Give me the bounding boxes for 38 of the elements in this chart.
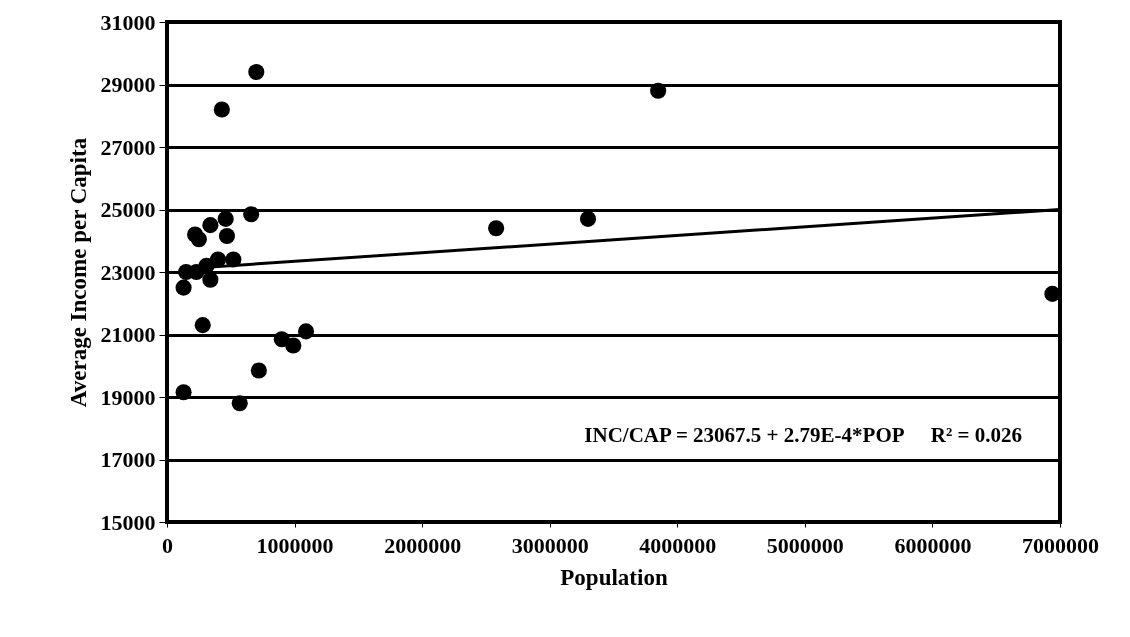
y-tick-label: 21000: [100, 322, 156, 347]
x-axis-title: Population: [560, 564, 668, 590]
x-tick-label: 6000000: [894, 532, 972, 558]
y-tick-label: 31000: [100, 9, 156, 35]
annotation: INC/CAP = 23067.5 + 2.79E-4*POP R² = 0.026: [584, 423, 1022, 447]
x-tick-label: 5000000: [766, 532, 844, 558]
x-tick-label: 7000000: [1022, 532, 1099, 558]
x-tick-label: 4000000: [639, 532, 717, 558]
x-tick-label: 2000000: [384, 532, 462, 558]
y-tick-label: 17000: [100, 447, 156, 472]
point: [194, 317, 211, 334]
point: [218, 228, 236, 245]
y-tick-label: 15000: [100, 509, 156, 535]
point: [175, 279, 192, 296]
point: [248, 63, 265, 81]
point: [488, 220, 505, 237]
y-tick-label: 25000: [100, 197, 156, 222]
point: [175, 384, 192, 401]
point: [217, 210, 234, 227]
x-tick-label: 3000000: [511, 532, 589, 558]
point: [231, 395, 248, 412]
point: [243, 206, 260, 223]
x-tick-label: 0: [162, 532, 173, 558]
y-tick-label: 23000: [100, 259, 156, 285]
point: [202, 217, 219, 234]
point: [213, 101, 230, 118]
point: [297, 323, 315, 340]
point: [285, 337, 302, 354]
y-tick-label: 29000: [100, 72, 156, 97]
x-tick-label: 1000000: [256, 532, 334, 558]
point: [250, 362, 267, 379]
point: [273, 331, 290, 348]
y-tick-label: 19000: [100, 384, 156, 410]
point: [650, 82, 667, 99]
y-axis-title: Average Income per Capita: [65, 137, 91, 408]
y-tick-label: 27000: [100, 134, 156, 160]
point: [190, 231, 207, 248]
point: [579, 210, 597, 227]
